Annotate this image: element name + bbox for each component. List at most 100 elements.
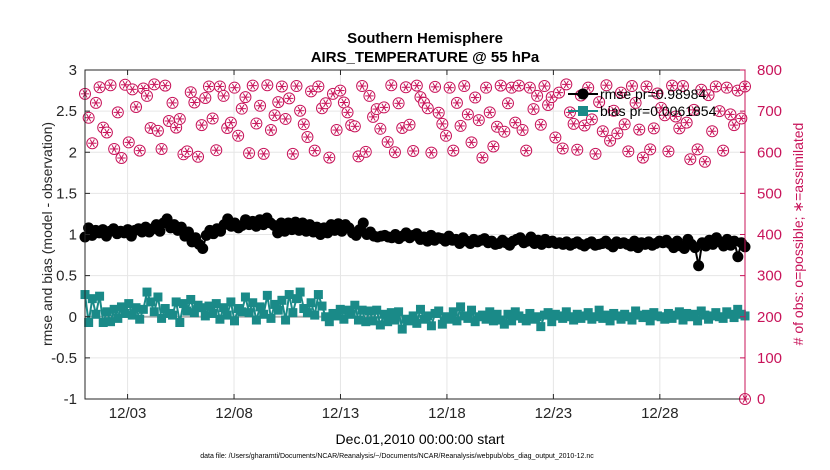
obs-count-marker (235, 102, 248, 115)
bias-point (120, 308, 130, 318)
obs-count-marker (472, 114, 485, 127)
obs-count-marker (399, 81, 412, 94)
obs-count-marker (334, 84, 347, 97)
x-tick-label: 12/13 (322, 405, 360, 422)
bias-point (288, 308, 298, 318)
bias-point (499, 319, 509, 329)
obs-count-marker (217, 89, 230, 102)
obs-count-marker (527, 103, 540, 116)
obs-count-marker (268, 109, 281, 122)
bias-point (733, 304, 743, 314)
obs-count-marker (228, 81, 241, 94)
obs-count-marker (669, 110, 682, 123)
obs-count-marker (93, 81, 106, 94)
bias-point (281, 315, 291, 325)
obs-count-marker (709, 80, 722, 93)
obs-count-marker (206, 112, 219, 125)
bias-point (507, 316, 517, 326)
bias-point (91, 309, 101, 319)
obs-count-marker (461, 108, 474, 121)
bias-point (302, 308, 312, 318)
bias-point (583, 308, 593, 318)
obs-count-marker (483, 106, 496, 119)
obs-count-marker (232, 129, 245, 142)
obs-count-marker (403, 118, 416, 131)
obs-count-marker (589, 147, 602, 160)
obs-count-marker (563, 106, 576, 119)
bias-point (379, 309, 389, 319)
bias-point (645, 316, 655, 326)
bias-point (87, 294, 97, 304)
bias-point (204, 301, 214, 311)
bias-point (98, 318, 108, 328)
bias-point (306, 298, 316, 308)
bias-point (230, 316, 240, 326)
bias-point (412, 318, 422, 328)
bias-point (127, 310, 137, 320)
chart-title-line2: AIRS_TEMPERATURE @ 55 hPa (311, 49, 540, 66)
bias-point (590, 312, 600, 322)
bias-point (189, 308, 199, 318)
bias-point (142, 287, 152, 297)
obs-count-marker (195, 119, 208, 132)
bias-point (525, 308, 535, 318)
bias-point (357, 305, 367, 315)
rmse-series (79, 212, 751, 272)
bias-point (678, 315, 688, 325)
bias-point (171, 297, 181, 307)
obs-count-marker (556, 142, 569, 155)
obs-count-marker (257, 147, 270, 160)
bias-point (84, 318, 94, 328)
bias-point (168, 310, 178, 320)
obs-count-marker (312, 80, 325, 93)
obs-count-marker (480, 81, 493, 94)
bias-point (547, 317, 557, 327)
bias-point (445, 314, 455, 324)
obs-count-marker (607, 104, 620, 117)
y-axis-right-label: # of obs: o=possible; ∗=assimilated (790, 123, 806, 346)
bias-point (124, 299, 134, 309)
bias-point (219, 303, 229, 313)
y-right-tick-label: 0 (757, 391, 765, 408)
bias-point (310, 310, 320, 320)
obs-count-marker (677, 80, 690, 93)
obs-count-marker (254, 99, 267, 112)
bias-point (346, 309, 356, 319)
bias-point (594, 305, 604, 315)
obs-count-marker (250, 117, 263, 130)
obs-count-marker (359, 145, 372, 158)
bias-point (616, 314, 626, 324)
bias-point (452, 316, 462, 326)
bias-point (470, 317, 480, 327)
bias-point (660, 314, 670, 324)
bias-point (394, 307, 404, 317)
obs-count-marker (717, 144, 730, 157)
bias-point (364, 306, 374, 316)
bias-point (536, 322, 546, 332)
legend-bias-label: bias pr=0.0061854 (600, 103, 717, 119)
bias-point (109, 304, 119, 314)
obs-count-marker (162, 114, 175, 127)
obs-count-marker (323, 151, 336, 164)
bias-point (503, 309, 513, 319)
obs-count-marker (341, 106, 354, 119)
bias-point (251, 315, 261, 325)
y-right-tick-label: 300 (757, 268, 782, 285)
obs-count-marker (450, 96, 463, 109)
y-left-tick-label: 1.5 (56, 185, 77, 202)
bias-point (463, 313, 473, 323)
x-axis-ticks: 12/03 12/08 12/13 12/18 12/23 12/28 (109, 70, 679, 422)
obs-count-marker (735, 112, 748, 125)
bias-point (211, 299, 221, 309)
obs-count-marker (494, 79, 507, 92)
obs-count-marker (512, 79, 525, 92)
obs-count-marker (523, 81, 536, 94)
bias-point (729, 313, 739, 323)
obs-count-marker (286, 147, 299, 160)
obs-count-marker (272, 96, 285, 109)
obs-count-marker (308, 144, 321, 157)
bias-point (157, 313, 167, 323)
bias-point (226, 297, 236, 307)
obs-count-marker (385, 79, 398, 92)
obs-count-marker (585, 113, 598, 126)
